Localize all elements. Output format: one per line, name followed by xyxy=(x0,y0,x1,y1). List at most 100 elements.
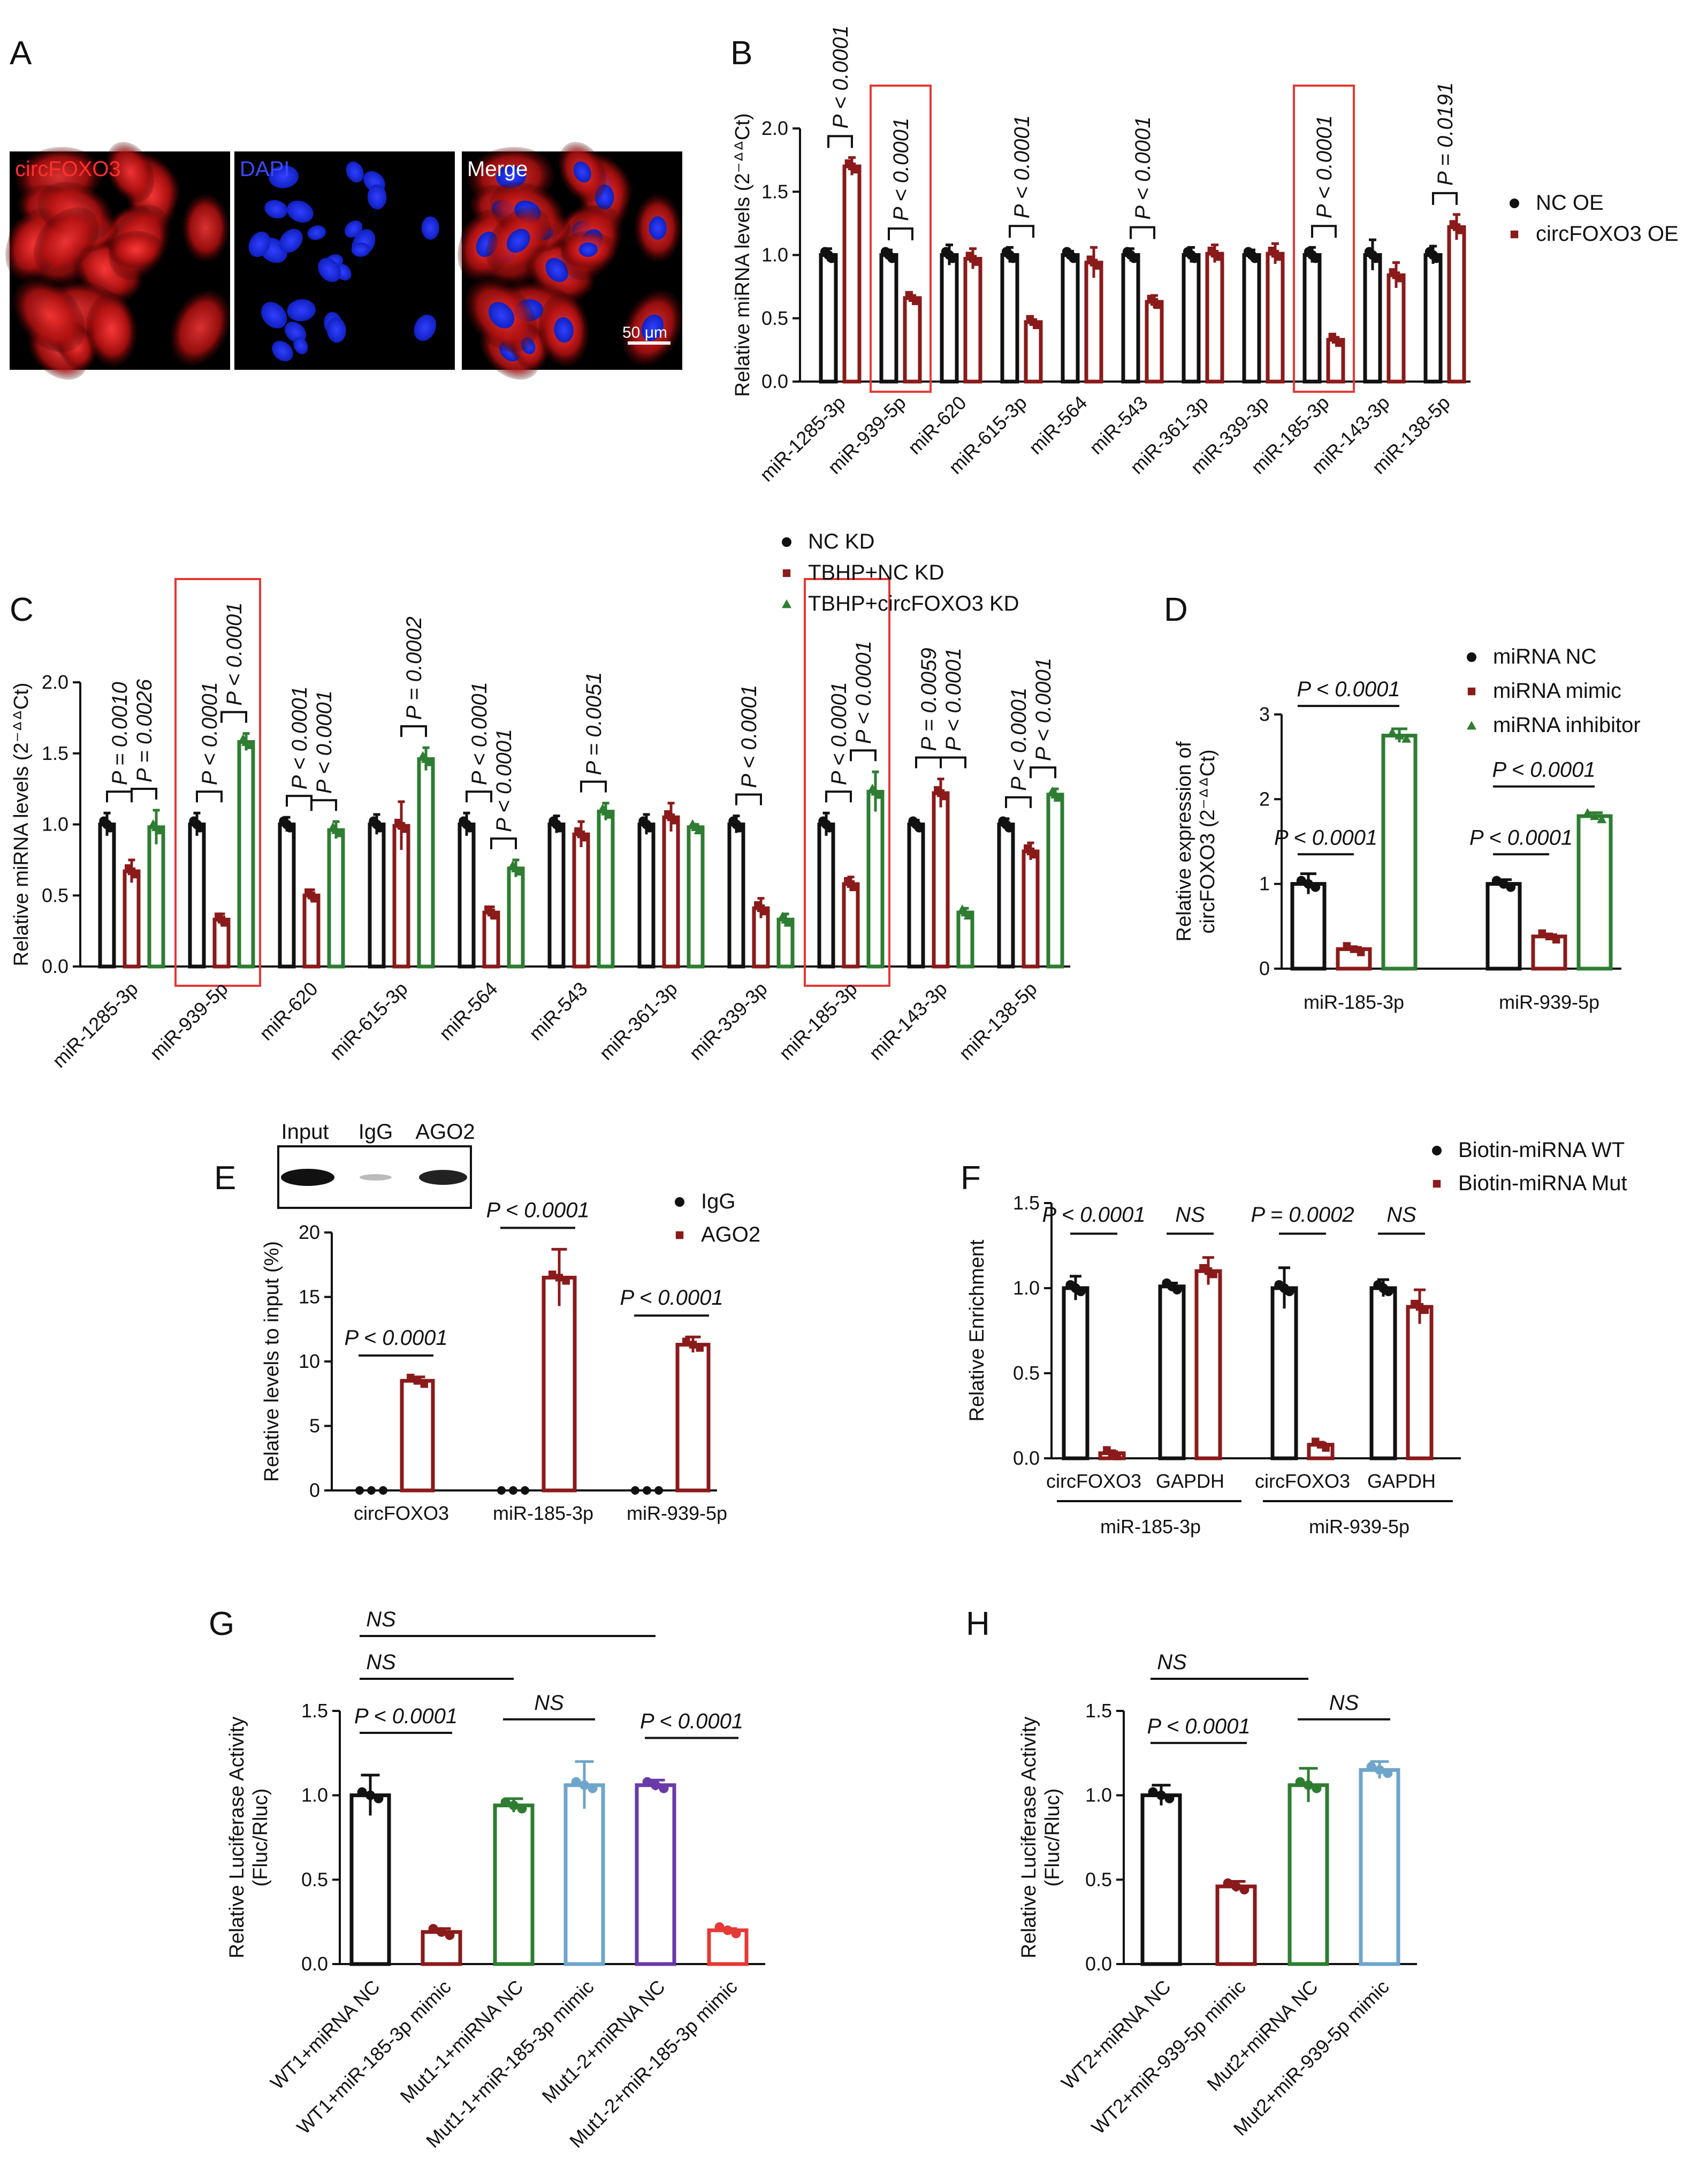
data-point xyxy=(1383,1768,1393,1778)
chart-panel-h: H 0.0 0.5 1.0 1.5 Relative Luciferase Activit… xyxy=(966,1605,1417,2140)
bar xyxy=(147,825,165,969)
y-tick-label: 0.5 xyxy=(761,307,788,329)
data-point xyxy=(1153,301,1162,309)
data-point xyxy=(509,1800,519,1810)
data-point xyxy=(374,1793,384,1803)
bar xyxy=(1359,1768,1400,1966)
data-point xyxy=(873,790,883,799)
data-point xyxy=(521,1486,529,1495)
y-tick-label: 1.5 xyxy=(1013,1192,1040,1214)
cell-nucleus xyxy=(506,229,530,253)
data-point xyxy=(375,823,385,833)
blot-band-input xyxy=(281,1169,334,1186)
category-label: circFOXO3 xyxy=(1046,1470,1141,1492)
data-point xyxy=(1053,793,1063,802)
bar xyxy=(1158,1284,1186,1460)
data-point xyxy=(1069,253,1079,263)
y-tick-label: 0.0 xyxy=(1013,1447,1040,1469)
data-point xyxy=(154,825,164,835)
p-value-label: P < 0.0001 xyxy=(620,1286,723,1310)
data-point xyxy=(1231,1881,1241,1891)
highlight-box xyxy=(804,578,890,987)
bar xyxy=(1140,1793,1182,1966)
bar xyxy=(687,825,705,969)
data-point xyxy=(782,537,791,547)
bar xyxy=(1270,1286,1298,1460)
bar xyxy=(1121,253,1140,384)
p-value-label: P < 0.0001 xyxy=(1131,117,1155,220)
bar xyxy=(1046,793,1064,969)
chart-panel-d: D 0 1 2 3 Relative expression of circFOXO3 (2⁻… xyxy=(1164,591,1641,1013)
data-point xyxy=(554,823,565,833)
p-value-label: P < 0.0001 xyxy=(1010,115,1034,218)
data-point xyxy=(1467,721,1476,730)
data-point xyxy=(1431,253,1442,263)
bar xyxy=(188,823,206,969)
y-tick-label: 0.0 xyxy=(1085,1953,1112,1975)
data-point xyxy=(1433,1179,1441,1188)
p-value-label: P = 0.0002 xyxy=(402,617,426,720)
p-value-label: P < 0.0001 xyxy=(288,686,311,789)
p-value-label: P < 0.0001 xyxy=(1492,758,1595,782)
bar xyxy=(212,917,231,969)
bar xyxy=(637,823,656,969)
data-point xyxy=(783,918,794,927)
data-point xyxy=(490,911,498,920)
data-point xyxy=(464,823,475,833)
significance-bracket xyxy=(1009,225,1034,238)
data-point xyxy=(500,1797,511,1807)
bar xyxy=(1423,253,1443,384)
group-label: miR-185-3p xyxy=(1100,1516,1201,1538)
data-point xyxy=(1395,730,1404,740)
data-point xyxy=(365,1790,375,1800)
cell-nucleus xyxy=(346,161,364,182)
p-value-label: P < 0.0001 xyxy=(486,1198,589,1222)
p-value-label: P < 0.0001 xyxy=(313,690,336,794)
cell-cytoplasm xyxy=(13,278,86,353)
significance-bracket xyxy=(827,135,853,148)
y-tick-label: 1 xyxy=(1259,873,1270,895)
chart-panel-c: C 0.0 0.5 1.0 1.5 2.0 Relative miRNA levels (2… xyxy=(10,530,1070,1072)
y-tick-label: 0.5 xyxy=(301,1868,328,1890)
p-value-label: P < 0.0001 xyxy=(737,684,761,788)
bar xyxy=(866,789,885,969)
bar xyxy=(1447,225,1466,384)
data-point xyxy=(367,1486,376,1495)
p-value-label: P < 0.0001 xyxy=(1469,826,1573,849)
data-point xyxy=(195,823,205,833)
data-point xyxy=(1223,1878,1233,1888)
p-value-label: P < 0.0001 xyxy=(1007,688,1031,791)
data-point xyxy=(1148,1787,1158,1797)
data-point xyxy=(1395,275,1404,283)
panel-letter-a: A xyxy=(10,35,32,72)
cell-nucleus xyxy=(279,229,303,253)
bar xyxy=(400,1379,435,1493)
data-point xyxy=(642,1777,652,1787)
data-point xyxy=(675,1231,684,1239)
cell-nucleus xyxy=(293,337,308,354)
data-point xyxy=(643,1486,651,1495)
cell-nucleus xyxy=(264,200,288,219)
p-value-label: P < 0.0001 xyxy=(889,118,913,221)
panel-letter-c: C xyxy=(10,591,34,628)
bar xyxy=(817,823,835,969)
chart-panel-g: G 0.0 0.5 1.0 1.5 Relative Luciferase Activit… xyxy=(209,1605,765,2152)
legend-entry: miRNA NC xyxy=(1493,645,1596,668)
data-point xyxy=(1312,1783,1322,1793)
category-label: miR-143-3p xyxy=(865,978,951,1064)
data-point xyxy=(580,833,588,842)
y-tick-label: 1.5 xyxy=(761,180,788,202)
p-value-label: P < 0.0001 xyxy=(640,1709,743,1733)
y-tick-label: 0.5 xyxy=(1013,1362,1040,1384)
bar xyxy=(879,253,898,384)
bar xyxy=(417,757,435,969)
significance-bracket xyxy=(1130,226,1155,239)
p-value-label: P < 0.0001 xyxy=(1032,658,1055,761)
y-tick-label: 20 xyxy=(299,1221,320,1243)
data-point xyxy=(1156,1790,1166,1800)
bar xyxy=(597,810,615,969)
cell-nucleus xyxy=(351,242,370,257)
category-label: miR-361-3p xyxy=(595,978,682,1064)
data-point xyxy=(1172,1284,1182,1295)
y-axis-label: Relative miRNA levels (2⁻ᐞᐞCt) xyxy=(732,113,754,397)
